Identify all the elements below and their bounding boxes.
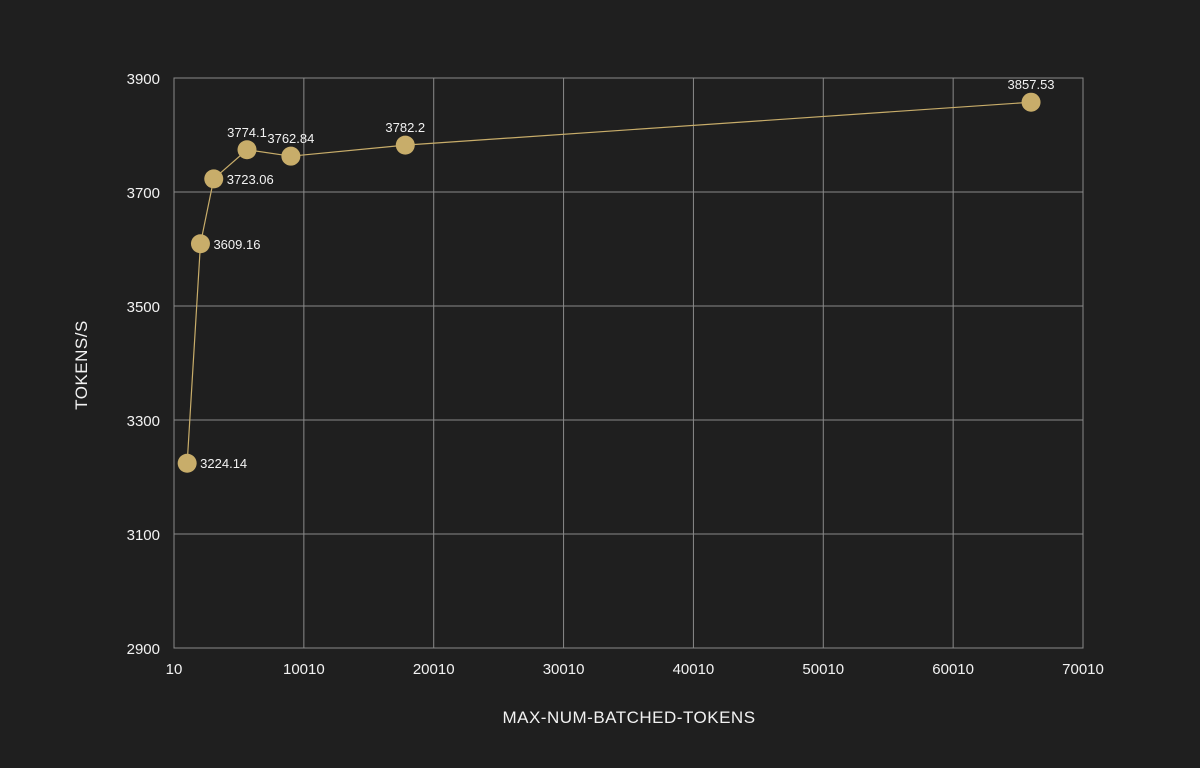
y-tick-label: 3700 bbox=[127, 185, 160, 202]
y-tick-label: 2900 bbox=[127, 641, 160, 658]
data-point bbox=[281, 146, 301, 166]
data-point bbox=[204, 169, 224, 189]
data-label: 3774.1 bbox=[227, 125, 267, 140]
data-labels: 3224.14 3609.16 3723.06 3774.1 3762.84 3782.2… bbox=[200, 77, 1054, 471]
x-tick-label: 20010 bbox=[413, 661, 455, 678]
tick-labels: 10 10010 20010 30010 40010 50010 60010 70010 290… bbox=[127, 71, 1104, 678]
x-axis-title: MAX-NUM-BATCHED-TOKENS bbox=[502, 708, 755, 727]
x-tick-label: 30010 bbox=[543, 661, 585, 678]
data-point bbox=[395, 135, 415, 155]
grid bbox=[173, 77, 1084, 649]
axes bbox=[173, 77, 1084, 649]
x-tick-label: 70010 bbox=[1062, 661, 1104, 678]
x-tick-label: 40010 bbox=[673, 661, 715, 678]
data-label: 3224.14 bbox=[200, 456, 247, 471]
y-tick-label: 3300 bbox=[127, 413, 160, 430]
data-label: 3857.53 bbox=[1008, 77, 1055, 92]
data-label: 3723.06 bbox=[227, 172, 274, 187]
data-point bbox=[190, 234, 210, 254]
x-tick-label: 60010 bbox=[932, 661, 974, 678]
x-tick-label: 10 bbox=[166, 661, 183, 678]
data-point bbox=[1021, 92, 1041, 112]
x-tick-label: 50010 bbox=[802, 661, 844, 678]
plot-border bbox=[173, 77, 1084, 649]
y-tick-label: 3100 bbox=[127, 527, 160, 544]
y-tick-label: 3900 bbox=[127, 71, 160, 88]
data-label: 3782.2 bbox=[385, 120, 425, 135]
data-point bbox=[237, 140, 257, 160]
y-axis-title: TOKENS/S bbox=[72, 320, 91, 410]
series-line bbox=[186, 101, 1032, 464]
series bbox=[177, 92, 1041, 473]
data-point bbox=[177, 453, 197, 473]
y-tick-label: 3500 bbox=[127, 299, 160, 316]
x-tick-label: 10010 bbox=[283, 661, 325, 678]
data-label: 3609.16 bbox=[213, 237, 260, 252]
data-label: 3762.84 bbox=[267, 131, 314, 146]
